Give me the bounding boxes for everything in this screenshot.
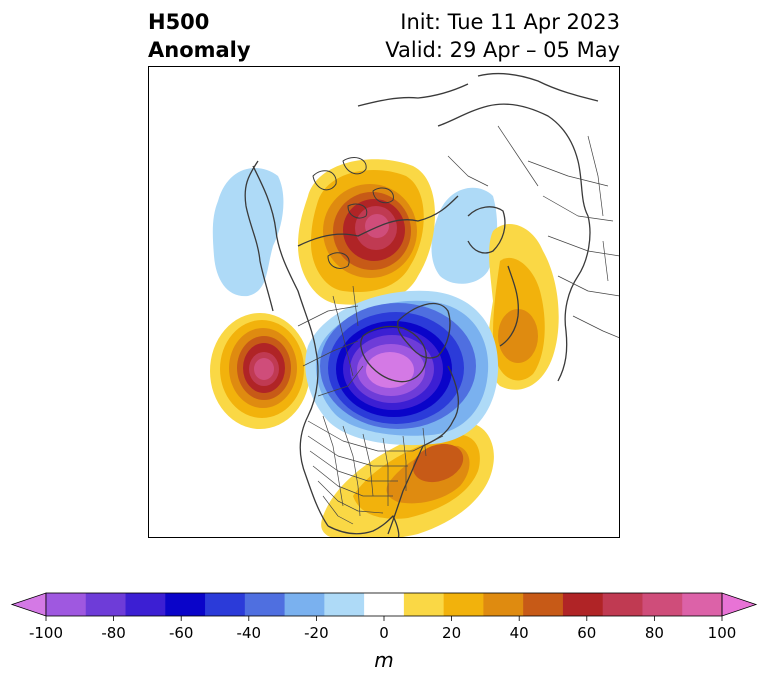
colorbar-tick-label: 40	[510, 624, 529, 642]
colorbar-cell	[403, 593, 445, 616]
colorbar-cell	[284, 593, 325, 616]
coastline-arctic-canada	[297, 195, 459, 247]
canada-province-borders	[297, 285, 364, 397]
colorbar-cell	[523, 593, 564, 616]
us-state-borders	[307, 415, 444, 525]
ridge-northeast-pacific	[210, 313, 310, 429]
colorbar-cell	[364, 593, 405, 616]
colorbar-tick-label: -40	[237, 624, 262, 642]
valid-range: Valid: 29 Apr – 05 May	[385, 38, 620, 62]
colorbar-cell	[642, 593, 683, 616]
map-lines	[244, 72, 620, 538]
trough-greenland-east	[431, 187, 498, 284]
colorbar-tick-label: 100	[708, 624, 737, 642]
colorbar-cell	[562, 593, 604, 616]
eurasia-borders	[447, 125, 620, 339]
colorbar-cell	[46, 593, 87, 616]
colorbar-cell	[443, 593, 484, 616]
coastline-gulf	[327, 515, 400, 538]
colorbar-cells	[10, 592, 758, 617]
coastline-kamchatka	[499, 265, 519, 347]
title-right: Init: Tue 11 Apr 2023 Valid: 29 Apr – 05…	[385, 8, 620, 64]
map-frame	[148, 66, 620, 538]
coastline-scandinavia	[467, 206, 506, 254]
colorbar-tick-label: 60	[577, 624, 596, 642]
colorbar-arrow-left	[10, 592, 47, 617]
title-variable: H500	[148, 10, 210, 34]
colorbar-tick-label: 20	[442, 624, 461, 642]
colorbar-cell	[85, 593, 127, 616]
title-type: Anomaly	[148, 38, 251, 62]
colorbar: -100 -80 -60 -40 -20 0 20 40 60 80 100 m	[10, 592, 758, 672]
colorbar-tick-label: -80	[101, 624, 126, 642]
colorbar-cell	[483, 593, 524, 616]
colorbar-cell	[165, 593, 206, 616]
arctic-islands	[312, 157, 394, 269]
colorbar-cell	[682, 593, 723, 616]
title-left: H500 Anomaly	[148, 8, 251, 64]
coastline-hudson-bay	[360, 325, 427, 383]
colorbar-cell	[602, 593, 643, 616]
colorbar-tick-label: -60	[169, 624, 194, 642]
anomaly-map	[148, 66, 620, 538]
anomaly-fills	[210, 159, 559, 538]
init-date: Init: Tue 11 Apr 2023	[400, 10, 620, 34]
colorbar-tick-label: -20	[304, 624, 329, 642]
colorbar-cell	[125, 593, 166, 616]
trough-alaska-bering	[212, 168, 284, 297]
colorbar-tick-label: 0	[379, 624, 389, 642]
colorbar-arrow-right	[721, 592, 758, 617]
colorbar-ticks: -100 -80 -60 -40 -20 0 20 40 60 80 100	[29, 616, 736, 642]
colorbar-unit: m	[374, 648, 393, 672]
coastline-alaska	[244, 160, 274, 312]
colorbar-tick-label: 80	[645, 624, 664, 642]
coastline-na-west	[252, 165, 329, 527]
colorbar-cell	[324, 593, 365, 616]
ridge-east-siberia	[488, 223, 559, 390]
colorbar-tick-label: -100	[29, 624, 63, 642]
colorbar-cell	[205, 593, 246, 616]
colorbar-cell	[244, 593, 286, 616]
coastline-eurasia	[437, 103, 591, 382]
coastline-siberia-north	[357, 72, 599, 107]
coastline-greenland	[397, 302, 451, 359]
